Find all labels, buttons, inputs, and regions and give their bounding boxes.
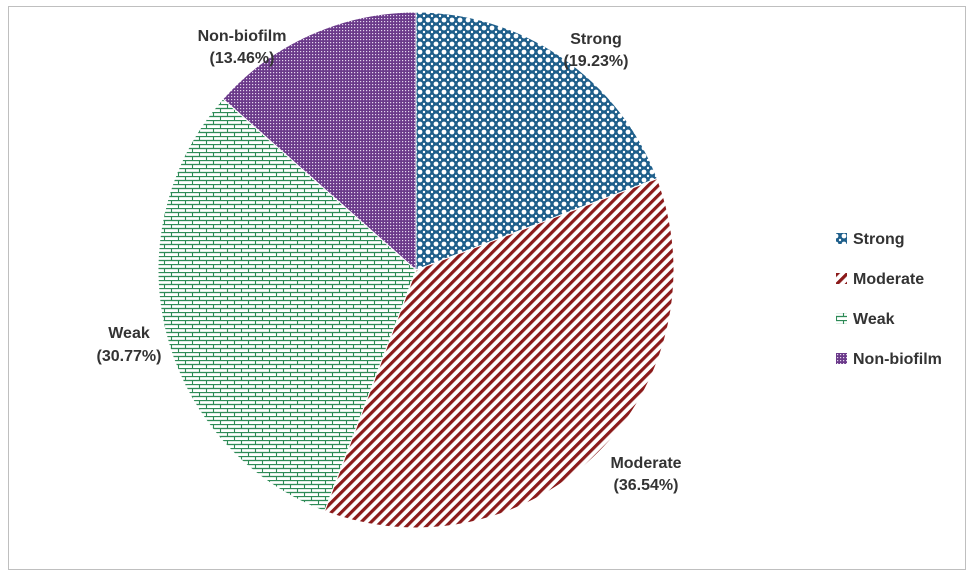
slice-weak bbox=[157, 98, 417, 512]
legend-swatch-nonbiofilm bbox=[836, 353, 847, 364]
legend: Strong Moderate Weak Non-biofilm bbox=[836, 231, 942, 368]
data-label-weak-value: (30.77%) bbox=[97, 348, 162, 365]
legend-item-weak: Weak bbox=[836, 311, 895, 328]
slice-moderate bbox=[323, 177, 675, 529]
pie-slices bbox=[157, 11, 675, 529]
legend-label-nonbiofilm: Non-biofilm bbox=[853, 351, 942, 368]
legend-item-strong: Strong bbox=[836, 231, 905, 248]
data-label-weak-name: Weak bbox=[108, 325, 150, 342]
legend-swatch-moderate bbox=[836, 273, 847, 284]
legend-item-nonbiofilm: Non-biofilm bbox=[836, 351, 942, 368]
data-label-nonbiofilm-name: Non-biofilm bbox=[198, 28, 287, 45]
legend-swatch-weak bbox=[836, 313, 847, 324]
data-labels: Strong (19.23%) Moderate (36.54%) Weak (… bbox=[97, 28, 682, 494]
data-label-strong-name: Strong bbox=[570, 31, 622, 48]
legend-label-moderate: Moderate bbox=[853, 271, 924, 288]
slice-strong bbox=[415, 11, 658, 271]
data-label-moderate-name: Moderate bbox=[610, 455, 681, 472]
data-label-moderate-value: (36.54%) bbox=[614, 477, 679, 494]
slice-nonbiofilm bbox=[222, 11, 417, 272]
legend-swatch-strong bbox=[836, 233, 847, 244]
data-label-strong-value: (19.23%) bbox=[564, 53, 629, 70]
legend-label-weak: Weak bbox=[853, 311, 895, 328]
data-label-nonbiofilm-value: (13.46%) bbox=[210, 50, 275, 67]
legend-item-moderate: Moderate bbox=[836, 271, 924, 288]
legend-label-strong: Strong bbox=[853, 231, 905, 248]
